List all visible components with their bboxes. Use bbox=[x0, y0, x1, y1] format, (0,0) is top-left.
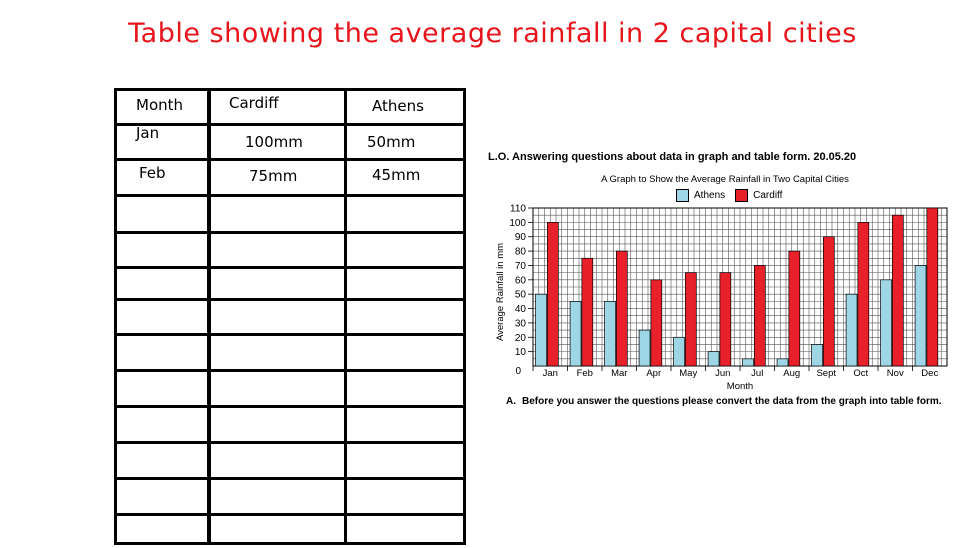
table-row-line bbox=[114, 477, 466, 480]
x-tick-label: Dec bbox=[921, 368, 938, 379]
y-tick-label: 30 bbox=[515, 318, 527, 329]
bar-cardiff bbox=[616, 250, 628, 367]
y-tick-label: 10 bbox=[515, 347, 527, 358]
legend-label-cardiff: Cardiff bbox=[753, 190, 783, 201]
bar-athens bbox=[638, 329, 651, 367]
y-tick-label: 60 bbox=[515, 275, 527, 286]
chart-legend: Athens Cardiff bbox=[676, 189, 792, 202]
legend-swatch-cardiff bbox=[735, 189, 749, 202]
bar-athens bbox=[914, 265, 927, 367]
table-column-line bbox=[344, 88, 347, 545]
rainfall-table: Month Cardiff Athens Jan 100mm 50mm Feb 75mm 45m… bbox=[114, 88, 466, 545]
table-row-line bbox=[114, 333, 466, 336]
x-tick-label: Jul bbox=[751, 368, 763, 379]
table-row-line bbox=[114, 231, 466, 234]
bar-athens bbox=[776, 358, 789, 367]
legend-label-athens: Athens bbox=[694, 190, 726, 201]
table-header-cell: Month bbox=[136, 96, 184, 114]
bar-cardiff bbox=[581, 257, 594, 367]
table-row-line bbox=[114, 123, 466, 126]
bar-cardiff bbox=[547, 222, 559, 367]
table-column-line bbox=[207, 88, 211, 545]
bar-cardiff bbox=[788, 250, 801, 367]
bar-athens bbox=[604, 301, 616, 367]
table-row-line bbox=[114, 369, 466, 372]
table-header-cell: Cardiff bbox=[229, 94, 279, 112]
bar-cardiff bbox=[719, 272, 732, 367]
table-column-line bbox=[114, 88, 117, 545]
y-tick-label: 110 bbox=[510, 204, 526, 215]
table-cell: 100mm bbox=[245, 133, 303, 151]
table-row-line bbox=[114, 542, 466, 545]
note-letter: A. bbox=[506, 396, 516, 407]
y-tick-label: 20 bbox=[515, 333, 527, 344]
y-tick-label: 40 bbox=[515, 304, 527, 315]
x-tick-label: Apr bbox=[646, 368, 661, 379]
y-tick-label: 50 bbox=[515, 290, 527, 301]
legend-item-cardiff: Cardiff bbox=[735, 189, 782, 202]
table-cell: 50mm bbox=[367, 133, 416, 151]
table-cell: Jan bbox=[136, 124, 160, 142]
table-column-line bbox=[463, 88, 466, 545]
bar-athens bbox=[742, 358, 754, 367]
x-tick-label: Jan bbox=[543, 368, 558, 379]
table-cell: 75mm bbox=[249, 167, 298, 185]
table-row-line bbox=[114, 88, 466, 91]
x-tick-label: Sept bbox=[816, 368, 836, 379]
x-tick-label: Aug bbox=[783, 368, 800, 379]
bar-athens bbox=[880, 279, 892, 367]
bar-cardiff bbox=[685, 272, 697, 367]
y-tick-label: 90 bbox=[515, 232, 527, 243]
table-row-line bbox=[114, 441, 466, 444]
instruction-note: A. Before you answer the questions pleas… bbox=[506, 396, 971, 408]
y-tick-label: 0 bbox=[515, 366, 521, 377]
table-row-line bbox=[114, 158, 466, 161]
y-axis-label: Average Rainfall in mm bbox=[495, 243, 506, 341]
table-row-line bbox=[114, 513, 466, 516]
y-tick-label: 80 bbox=[515, 247, 527, 258]
table-row-line bbox=[114, 298, 466, 301]
bar-athens bbox=[569, 301, 582, 367]
learning-objective: L.O. Answering questions about data in g… bbox=[488, 151, 857, 163]
chart-title: A Graph to Show the Average Rainfall in … bbox=[601, 174, 849, 185]
x-tick-label: Oct bbox=[853, 368, 868, 379]
slide-title: Table showing the average rainfall in 2 … bbox=[128, 18, 857, 49]
x-tick-label: Jun bbox=[715, 368, 730, 379]
bar-cardiff bbox=[650, 279, 663, 367]
bar-cardiff bbox=[857, 222, 870, 367]
table-header-cell: Athens bbox=[372, 97, 424, 115]
bar-athens bbox=[811, 344, 823, 367]
y-tick-label: 70 bbox=[515, 261, 527, 272]
bar-cardiff bbox=[892, 214, 904, 367]
x-tick-label: Mar bbox=[611, 368, 627, 379]
bar-athens bbox=[535, 293, 547, 367]
bar-cardiff bbox=[823, 236, 835, 367]
table-row-line bbox=[114, 194, 466, 197]
legend-swatch-athens bbox=[676, 189, 689, 202]
table-row-line bbox=[114, 266, 466, 269]
bar-athens bbox=[673, 336, 685, 367]
x-tick-label: May bbox=[679, 368, 697, 379]
table-cell: 45mm bbox=[372, 166, 421, 184]
note-text: Before you answer the questions please c… bbox=[522, 396, 942, 407]
bar-cardiff bbox=[926, 207, 939, 367]
x-tick-label: Feb bbox=[577, 368, 593, 379]
rainfall-bar-chart: 0 10 20 30 40 50 60 70 80 90 100 110 Jan Feb Mar Apr May… bbox=[495, 204, 948, 392]
table-cell: Feb bbox=[139, 164, 166, 182]
bar-athens bbox=[845, 293, 858, 367]
table-row-line bbox=[114, 405, 466, 408]
x-axis-label: Month bbox=[727, 381, 753, 392]
bar-athens bbox=[707, 351, 720, 367]
legend-item-athens: Athens bbox=[676, 189, 725, 202]
bar-cardiff bbox=[754, 265, 766, 367]
x-tick-label: Nov bbox=[887, 368, 904, 379]
y-tick-label: 100 bbox=[509, 218, 526, 229]
